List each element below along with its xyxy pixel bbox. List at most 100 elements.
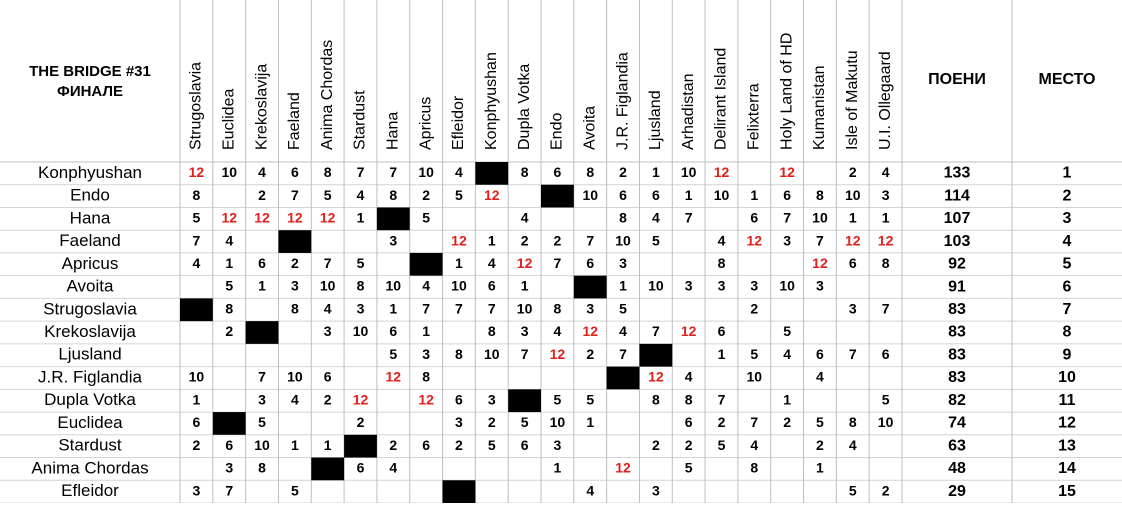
country-name: Ljusland	[58, 345, 121, 364]
place-cell: 8	[1063, 324, 1072, 341]
column-header: Strugoslavia	[188, 62, 205, 150]
vote-cell: 4	[225, 232, 233, 248]
vote-cell: 1	[685, 187, 693, 203]
vote-cell: 12	[484, 187, 500, 203]
self-cell	[409, 252, 443, 276]
vote-cell: 5	[455, 187, 463, 203]
vote-cell: 5	[849, 482, 857, 498]
vote-cell: 8	[455, 346, 463, 362]
column-header: Euclidea	[220, 89, 237, 150]
vote-cell: 12	[582, 323, 598, 339]
vote-cell: 10	[714, 187, 730, 203]
place-cell: 2	[1063, 187, 1072, 204]
vote-cell: 12	[320, 210, 336, 226]
vote-cell: 5	[718, 437, 726, 453]
vote-cell: 1	[783, 391, 791, 407]
vote-cell: 3	[324, 323, 332, 339]
vote-cell: 3	[586, 300, 594, 316]
vote-cell: 6	[783, 187, 791, 203]
column-header: Stardust	[352, 90, 369, 150]
vote-cell: 12	[812, 255, 828, 271]
self-cell	[606, 366, 640, 390]
vote-cell: 3	[652, 482, 660, 498]
vote-cell: 4	[849, 437, 857, 453]
vote-cell: 5	[652, 232, 660, 248]
vote-cell: 3	[554, 437, 562, 453]
vote-cell: 7	[586, 232, 594, 248]
place-cell: 4	[1063, 233, 1072, 250]
vote-cell: 7	[357, 164, 365, 180]
vote-cell: 3	[389, 232, 397, 248]
vote-cell: 5	[488, 437, 496, 453]
vote-cell: 5	[422, 210, 430, 226]
column-header: Krekoslavija	[253, 64, 270, 150]
vote-cell: 5	[225, 278, 233, 294]
vote-cell: 3	[882, 187, 890, 203]
vote-cell: 8	[357, 278, 365, 294]
vote-cell: 3	[225, 460, 233, 476]
vote-cell: 1	[619, 278, 627, 294]
vote-cell: 1	[258, 278, 266, 294]
vote-cell: 10	[484, 346, 500, 362]
vote-cell: 10	[845, 187, 861, 203]
vote-cell: 10	[221, 164, 237, 180]
vote-cell: 4	[193, 255, 201, 271]
vote-cell: 3	[816, 278, 824, 294]
vote-cell: 10	[747, 369, 763, 385]
vote-cell: 12	[878, 232, 894, 248]
column-header: Hana	[385, 112, 402, 150]
self-cell	[639, 343, 673, 367]
vote-cell: 12	[550, 346, 566, 362]
vote-cell: 7	[750, 414, 758, 430]
vote-cell: 5	[258, 414, 266, 430]
vote-cell: 7	[718, 391, 726, 407]
column-header: Kumanistan	[811, 66, 828, 151]
vote-cell: 1	[225, 255, 233, 271]
vote-cell: 12	[615, 460, 631, 476]
vote-cell: 12	[353, 391, 369, 407]
vote-cell: 6	[324, 369, 332, 385]
title-line: THE BRIDGE #31	[29, 63, 151, 80]
self-cell	[278, 230, 312, 253]
vote-cell: 4	[258, 164, 266, 180]
place-cell: 1	[1063, 165, 1072, 182]
place-cell: 9	[1063, 346, 1072, 363]
vote-cell: 3	[258, 391, 266, 407]
vote-cell: 5	[291, 482, 299, 498]
vote-cell: 7	[291, 187, 299, 203]
column-header: Avoita	[581, 106, 598, 150]
vote-cell: 12	[451, 232, 467, 248]
vote-cell: 4	[816, 369, 824, 385]
vote-cell: 2	[455, 437, 463, 453]
vote-cell: 2	[422, 187, 430, 203]
vote-cell: 2	[225, 323, 233, 339]
vote-cell: 7	[685, 210, 693, 226]
vote-cell: 6	[357, 460, 365, 476]
vote-cell: 12	[747, 232, 763, 248]
vote-cell: 6	[455, 391, 463, 407]
column-header: Endo	[549, 113, 566, 150]
vote-cell: 3	[849, 300, 857, 316]
points-cell: 92	[948, 256, 966, 273]
vote-cell: 10	[517, 300, 533, 316]
vote-cell: 7	[849, 346, 857, 362]
vote-cell: 2	[488, 414, 496, 430]
vote-cell: 6	[258, 255, 266, 271]
vote-cell: 7	[816, 232, 824, 248]
vote-cell: 6	[389, 323, 397, 339]
country-name: J.R. Figlandia	[38, 367, 142, 386]
column-header: Ljusland	[647, 90, 664, 150]
vote-cell: 8	[849, 414, 857, 430]
self-cell	[376, 207, 410, 231]
vote-cell: 10	[779, 278, 795, 294]
vote-cell: 12	[648, 369, 664, 385]
vote-cell: 10	[582, 187, 598, 203]
vote-cell: 2	[324, 391, 332, 407]
vote-cell: 1	[193, 391, 201, 407]
vote-cell: 10	[386, 278, 402, 294]
vote-cell: 8	[258, 460, 266, 476]
points-cell: 29	[948, 483, 966, 500]
column-header: Konphyushan	[483, 52, 500, 150]
country-name: Hana	[70, 208, 111, 227]
